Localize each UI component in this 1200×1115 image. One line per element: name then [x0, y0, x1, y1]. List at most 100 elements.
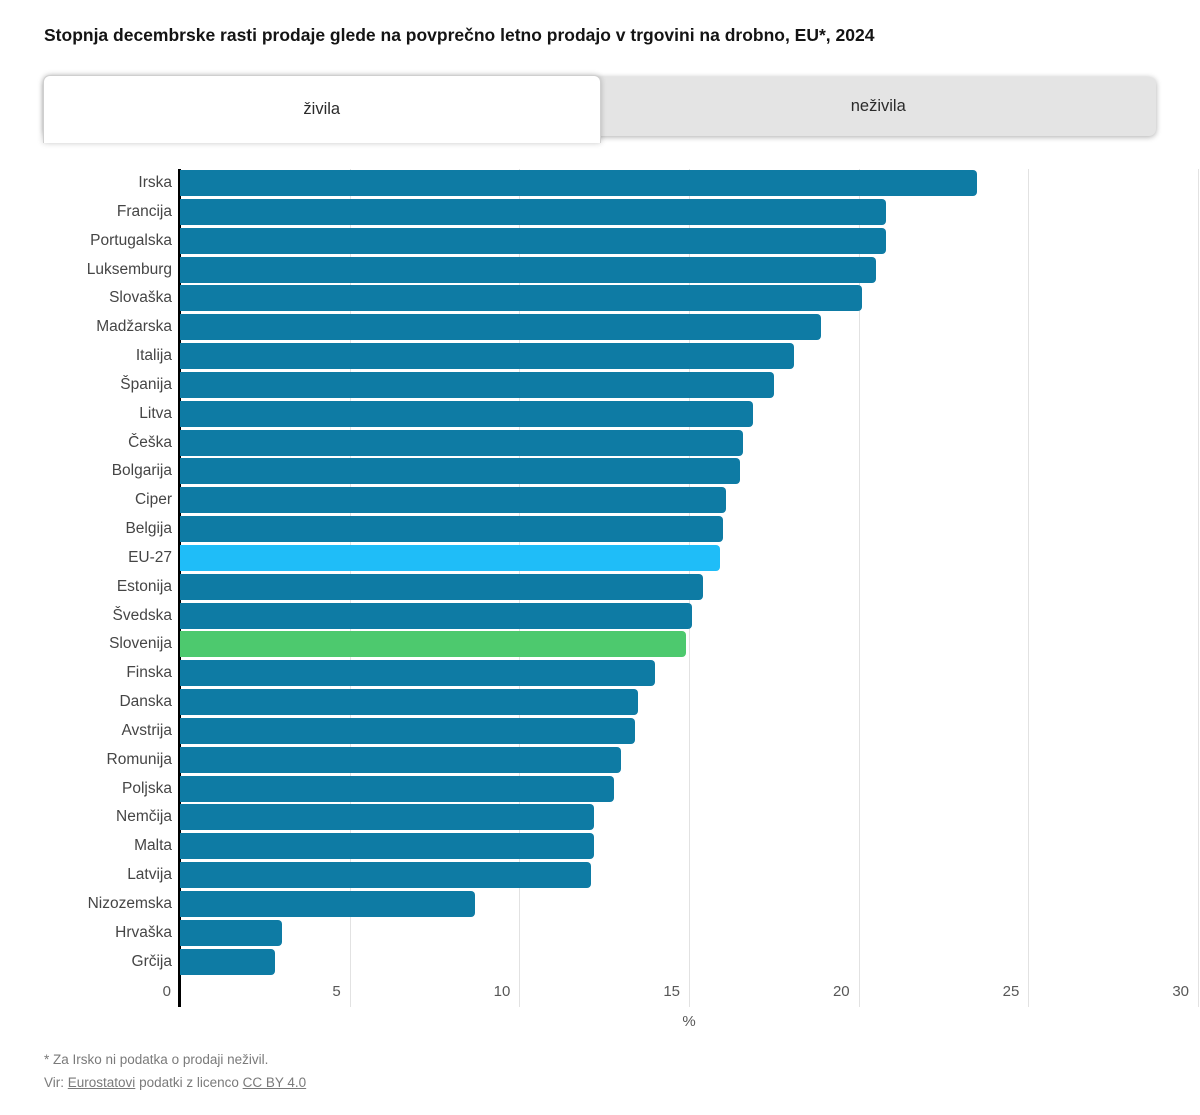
- country-label: Slovenija: [109, 635, 172, 653]
- bar-finska[interactable]: [180, 660, 656, 687]
- bar-ciper[interactable]: [180, 487, 727, 514]
- bar-row: Poljska: [44, 774, 1198, 803]
- x-tick-label: 0: [162, 982, 171, 1000]
- bar-track: [180, 487, 1198, 514]
- bar-row: Madžarska: [44, 313, 1198, 342]
- bar-track: [180, 689, 1198, 716]
- gridline: [1028, 168, 1030, 1007]
- country-label: Luksemburg: [86, 260, 172, 278]
- bar-portugalska[interactable]: [180, 227, 886, 254]
- bar-češka[interactable]: [180, 429, 744, 456]
- eurostat-link[interactable]: Eurostatovi: [67, 1075, 136, 1091]
- bar-row: Francija: [44, 198, 1198, 227]
- bar-nemčija[interactable]: [180, 804, 594, 831]
- bar-latvija[interactable]: [180, 862, 591, 889]
- bar-nizozemska[interactable]: [180, 890, 476, 917]
- bar-row: Finska: [44, 659, 1198, 688]
- bar-italija[interactable]: [180, 343, 795, 370]
- country-label: Estonija: [116, 577, 172, 595]
- gridline: [1198, 168, 1199, 1007]
- bar-irska[interactable]: [180, 170, 978, 197]
- bar-madžarska[interactable]: [180, 314, 822, 341]
- country-label: Poljska: [122, 779, 172, 797]
- country-label: Švedska: [112, 606, 172, 624]
- bar-track: [180, 198, 1198, 225]
- country-label: Madžarska: [96, 318, 172, 336]
- tab-nezivila[interactable]: neživila: [850, 96, 906, 115]
- tab-zivila[interactable]: živila: [43, 74, 601, 143]
- bar-avstrija[interactable]: [180, 717, 635, 744]
- bar-row: Bolgarija: [44, 457, 1198, 486]
- bar-track: [180, 544, 1198, 571]
- bar-španija[interactable]: [180, 371, 774, 398]
- bar-francija[interactable]: [180, 198, 886, 225]
- bar-slovenija[interactable]: [180, 631, 686, 658]
- x-axis-unit-label: %: [682, 1012, 696, 1030]
- bar-luksemburg[interactable]: [180, 256, 876, 283]
- bar-track: [180, 862, 1198, 889]
- bar-bolgarija[interactable]: [180, 458, 740, 485]
- country-label: EU-27: [128, 548, 172, 566]
- country-label: Latvija: [127, 866, 172, 884]
- license-link[interactable]: CC BY 4.0: [242, 1075, 307, 1091]
- country-label: Avstrija: [121, 721, 172, 739]
- bar-row: Irska: [44, 169, 1198, 198]
- bar-danska[interactable]: [180, 689, 639, 716]
- bar-poljska[interactable]: [180, 775, 615, 802]
- bar-row: Hrvaška: [44, 918, 1198, 947]
- source-prefix: Vir:: [44, 1075, 68, 1091]
- country-label: Malta: [134, 837, 172, 855]
- bar-row: Grčija: [44, 947, 1198, 976]
- bar-row: Latvija: [44, 861, 1198, 890]
- bar-slovaška[interactable]: [180, 285, 863, 312]
- chart-title: Stopnja decembrske rasti prodaje glede n…: [44, 25, 875, 45]
- bar-malta[interactable]: [180, 833, 594, 860]
- bar-row: Španija: [44, 371, 1198, 400]
- bar-row: Romunija: [44, 745, 1198, 774]
- bar-belgija[interactable]: [180, 516, 723, 543]
- bar-row: Slovenija: [44, 630, 1198, 659]
- bar-row: Italija: [44, 342, 1198, 371]
- bar-track: [180, 775, 1198, 802]
- bar-row: Danska: [44, 688, 1198, 717]
- bar-track: [180, 371, 1198, 398]
- bar-track: [180, 256, 1198, 283]
- footer: * Za Irsko ni podatka o prodaji neživil.…: [44, 1048, 1156, 1095]
- country-label: Belgija: [125, 520, 172, 538]
- x-tick-label: 10: [493, 982, 511, 1000]
- y-axis-line: [178, 168, 181, 1007]
- country-label: Litva: [139, 404, 172, 422]
- bar-row: Češka: [44, 428, 1198, 457]
- country-label: Portugalska: [90, 231, 172, 249]
- country-label: Finska: [126, 664, 172, 682]
- source-mid: podatki z licenco: [135, 1075, 243, 1091]
- source-line: Vir: Eurostatovi podatki z licenco CC BY…: [44, 1071, 1156, 1095]
- country-label: Grčija: [131, 952, 172, 970]
- bar-track: [180, 314, 1198, 341]
- country-label: Ciper: [134, 491, 172, 509]
- country-label: Danska: [119, 693, 172, 711]
- country-label: Slovaška: [109, 289, 172, 307]
- country-label: Španija: [120, 375, 172, 393]
- bar-hrvaška[interactable]: [180, 919, 282, 946]
- x-tick-label: 15: [663, 982, 680, 1000]
- bar-track: [180, 804, 1198, 831]
- bar-track: [180, 227, 1198, 254]
- bar-romunija[interactable]: [180, 746, 622, 773]
- bar-row: Ciper: [44, 486, 1198, 515]
- bar-grčija[interactable]: [180, 948, 275, 975]
- bar-track: [180, 516, 1198, 543]
- bar-row: Avstrija: [44, 716, 1198, 745]
- bar-track: [180, 458, 1198, 485]
- country-label: Češka: [128, 433, 172, 451]
- bar-track: [180, 429, 1198, 456]
- bar-row: Nizozemska: [44, 889, 1198, 918]
- bar-row: EU-27: [44, 544, 1198, 573]
- bar-švedska[interactable]: [180, 602, 693, 629]
- bar-eu-27[interactable]: [180, 544, 720, 571]
- bar-track: [180, 890, 1198, 917]
- bar-estonija[interactable]: [180, 573, 703, 600]
- bar-litva[interactable]: [180, 400, 754, 427]
- country-label: Romunija: [106, 750, 172, 768]
